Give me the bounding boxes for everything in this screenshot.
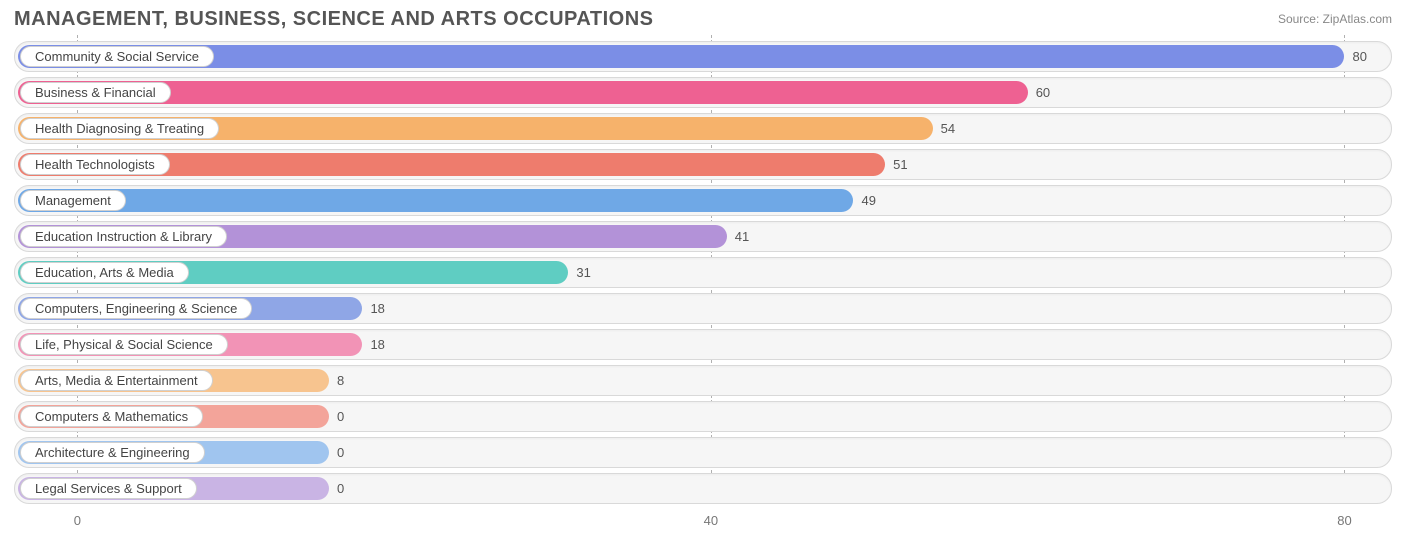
value-label: 41	[735, 221, 749, 252]
category-label-pill: Education, Arts & Media	[20, 262, 189, 283]
chart-row: Computers & Mathematics 0	[14, 401, 1392, 432]
value-label: 31	[576, 257, 590, 288]
chart-row: Education, Arts & Media 31	[14, 257, 1392, 288]
category-label-pill: Architecture & Engineering	[20, 442, 205, 463]
header: MANAGEMENT, BUSINESS, SCIENCE AND ARTS O…	[0, 0, 1406, 35]
value-label: 8	[337, 365, 344, 396]
chart-row: Architecture & Engineering 0	[14, 437, 1392, 468]
category-label-pill: Management	[20, 190, 126, 211]
chart-row: Management 49	[14, 185, 1392, 216]
value-label: 18	[370, 293, 384, 324]
value-label: 0	[337, 401, 344, 432]
value-label: 51	[893, 149, 907, 180]
chart-row: Health Technologists 51	[14, 149, 1392, 180]
chart-row: Arts, Media & Entertainment 8	[14, 365, 1392, 396]
value-label: 80	[1352, 41, 1366, 72]
chart-row: Community & Social Service 80	[14, 41, 1392, 72]
chart-area: Community & Social Service80Business & F…	[0, 35, 1406, 535]
chart-title: MANAGEMENT, BUSINESS, SCIENCE AND ARTS O…	[14, 8, 653, 31]
value-label: 54	[941, 113, 955, 144]
value-label: 0	[337, 437, 344, 468]
x-axis-tick: 40	[704, 513, 718, 528]
x-axis: 0 40 80	[14, 509, 1392, 535]
chart-row: Life, Physical & Social Science 18	[14, 329, 1392, 360]
category-label-pill: Education Instruction & Library	[20, 226, 227, 247]
category-label-pill: Business & Financial	[20, 82, 171, 103]
bar	[18, 189, 853, 212]
x-axis-tick: 0	[74, 513, 81, 528]
category-label-pill: Legal Services & Support	[20, 478, 197, 499]
category-label-pill: Life, Physical & Social Science	[20, 334, 228, 355]
chart-row: Health Diagnosing & Treating 54	[14, 113, 1392, 144]
value-label: 49	[861, 185, 875, 216]
x-axis-tick: 80	[1337, 513, 1351, 528]
category-label-pill: Computers & Mathematics	[20, 406, 203, 427]
bar	[18, 45, 1344, 68]
value-label: 0	[337, 473, 344, 504]
chart-row: Computers, Engineering & Science 18	[14, 293, 1392, 324]
category-label-pill: Computers, Engineering & Science	[20, 298, 252, 319]
chart-row: Education Instruction & Library 41	[14, 221, 1392, 252]
chart-row: Business & Financial 60	[14, 77, 1392, 108]
source-label: Source: ZipAtlas.com	[1278, 8, 1392, 26]
category-label-pill: Health Technologists	[20, 154, 170, 175]
chart-row: Legal Services & Support 0	[14, 473, 1392, 504]
value-label: 60	[1036, 77, 1050, 108]
value-label: 18	[370, 329, 384, 360]
category-label-pill: Community & Social Service	[20, 46, 214, 67]
category-label-pill: Arts, Media & Entertainment	[20, 370, 213, 391]
category-label-pill: Health Diagnosing & Treating	[20, 118, 219, 139]
